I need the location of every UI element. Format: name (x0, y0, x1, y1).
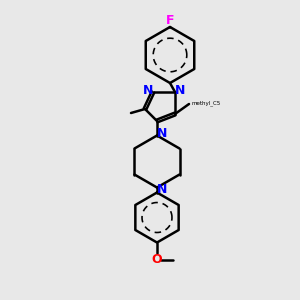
Text: F: F (166, 14, 174, 26)
Text: N: N (157, 183, 167, 196)
Text: N: N (175, 83, 185, 97)
Text: O: O (152, 253, 162, 266)
Text: methyl_C5: methyl_C5 (192, 100, 221, 106)
Text: N: N (157, 127, 167, 140)
Text: N: N (143, 83, 153, 97)
